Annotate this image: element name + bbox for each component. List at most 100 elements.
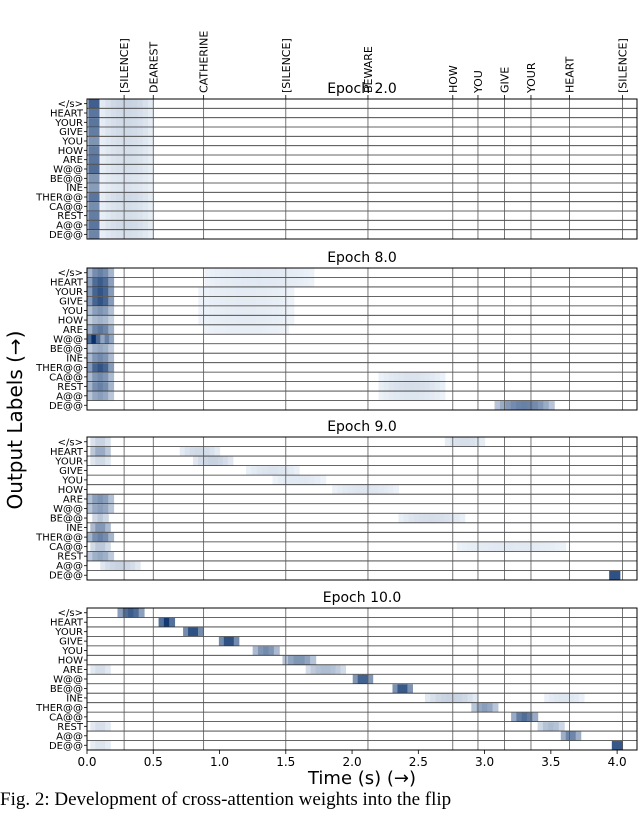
attention-cell-p3-r3-3-1	[223, 636, 230, 646]
panel-frame-0	[86, 98, 638, 240]
word-label-0: [SILENCE]	[118, 38, 131, 93]
attention-cell-p2-r13-18-1	[105, 561, 111, 571]
attention-cell-p0-r3-7-6	[132, 127, 138, 137]
attention-cell-p3-r3-3-3	[233, 636, 240, 646]
attention-cell-p1-r5-11-15	[272, 315, 279, 325]
attention-cell-p2-r11-16-14	[524, 542, 530, 552]
attention-cell-p1-r14-25-2	[505, 401, 512, 410]
attention-cell-p0-r0-1-6	[132, 99, 138, 109]
attention-cell-p1-r5-11-13	[261, 315, 268, 325]
attention-cell-p1-r0-1-6	[230, 268, 237, 278]
attention-cell-p3-r1-1-2	[169, 617, 176, 627]
attention-cell-p0-r9-19-6	[132, 183, 138, 193]
attention-cell-p0-r13-27-2	[110, 220, 117, 230]
attention-cell-p3-r9-11-5	[569, 693, 575, 703]
y-tick-label-p0-9: INE	[66, 183, 83, 194]
y-tick-label-p0-1: HEART	[50, 109, 84, 120]
attention-cell-p3-r10-12-1	[476, 703, 483, 713]
attention-cell-p2-r1-2-3	[105, 447, 111, 457]
attention-cell-p0-r9-18-1	[93, 183, 100, 193]
attention-cell-p1-r10-18-0	[87, 363, 93, 373]
attention-cell-p1-r1-3-17	[287, 277, 294, 287]
attention-cell-p1-r6-13-2	[203, 325, 210, 335]
attention-cell-p0-r9-19-7	[137, 183, 144, 193]
attention-cell-p1-r5-10-4	[108, 315, 115, 325]
attention-cell-p2-r10-14-2	[97, 532, 104, 542]
y-tick-label-p2-11: CA@@	[49, 542, 83, 553]
attention-cell-p2-r12-17-0	[87, 551, 93, 561]
attention-cell-p2-r2-4-3	[105, 456, 111, 466]
y-tick-label-p0-8: BE@@	[50, 174, 83, 185]
attention-cell-p2-r2-5-1	[197, 456, 204, 466]
attention-cell-p0-r11-23-6	[132, 202, 138, 211]
attention-cell-p1-r11-20-7	[414, 372, 420, 382]
attention-cell-p0-r2-5-3	[116, 118, 123, 127]
attention-cell-p3-r14-17-0	[611, 741, 618, 750]
attention-cell-p2-r11-16-3	[467, 542, 473, 552]
attention-cell-p0-r8-17-6	[132, 174, 138, 183]
attention-cell-p0-r9-19-3	[116, 183, 123, 193]
attention-cell-p1-r0-1-9	[246, 268, 253, 278]
attention-cell-p0-r10-20-0	[88, 192, 95, 202]
attention-cell-p1-r4-9-18	[288, 306, 295, 316]
attention-cell-p1-r13-24-10	[429, 391, 436, 401]
attention-cell-p1-r5-11-10	[246, 315, 252, 325]
attention-cell-p3-r7-8-0	[352, 674, 359, 684]
attention-cell-p3-r1-1-1	[163, 617, 170, 627]
attention-cell-p1-r3-7-1	[198, 296, 205, 306]
y-tick-label-p2-2: YOUR	[54, 456, 83, 467]
attention-cell-p3-r0-0-1	[122, 608, 129, 618]
word-label-6: YOU	[472, 70, 485, 94]
attention-cell-p1-r2-4-2	[97, 287, 104, 297]
word-label-9: HEART	[563, 56, 576, 93]
attention-cell-p2-r5-8-12	[393, 485, 400, 495]
word-label-10: [SILENCE]	[616, 38, 629, 93]
attention-cell-p3-r13-16-1	[565, 731, 572, 741]
attention-cell-p3-r11-13-0	[511, 712, 517, 722]
attention-cell-p0-r7-15-6	[132, 164, 138, 174]
attention-cell-p1-r4-9-15	[272, 306, 279, 316]
attention-cell-p0-r4-9-0	[100, 136, 107, 146]
attention-cell-p1-r5-11-1	[198, 315, 205, 325]
y-tick-label-p2-5: HOW	[58, 485, 83, 496]
attention-cell-p0-r11-23-2	[110, 202, 117, 211]
attention-cell-p1-r1-3-8	[241, 277, 247, 287]
attention-cell-p0-r5-11-8	[142, 146, 149, 155]
attention-cell-p0-r8-17-0	[100, 174, 107, 183]
attention-cell-p1-r2-5-16	[277, 287, 284, 297]
attention-cell-p2-r10-14-1	[92, 532, 99, 542]
attention-cell-p1-r0-1-2	[210, 268, 216, 278]
attention-cell-p0-r11-23-8	[142, 202, 149, 211]
attention-cell-p0-r6-13-7	[137, 155, 144, 165]
attention-cell-p1-r13-24-5	[404, 391, 410, 401]
attention-cell-p1-r5-11-5	[219, 315, 226, 325]
attention-cell-p3-r9-10-3	[440, 693, 447, 703]
attention-cell-p0-r4-9-3	[116, 136, 123, 146]
attention-cell-p3-r9-11-7	[579, 693, 585, 703]
attention-cell-p3-r0-0-2	[128, 608, 134, 618]
attention-cell-p0-r1-3-7	[137, 108, 144, 118]
attention-cell-p1-r2-4-3	[102, 287, 109, 297]
attention-cell-p1-r1-2-2	[97, 277, 104, 287]
attention-cell-p0-r0-1-2	[110, 99, 117, 109]
attention-cell-p1-r0-0-0	[87, 268, 93, 278]
attention-cell-p1-r3-6-1	[92, 296, 99, 306]
attention-cell-p1-r12-22-5	[404, 382, 410, 392]
y-tick-label-p3-3: GIVE	[59, 637, 83, 648]
y-tick-label-p2-12: REST	[57, 552, 84, 563]
attention-cell-p1-r2-5-5	[219, 287, 226, 297]
attention-cell-p3-r10-12-2	[481, 703, 488, 713]
attention-cell-p1-r1-3-15	[277, 277, 284, 287]
attention-cell-p2-r5-8-2	[342, 485, 349, 495]
attention-cell-p1-r11-20-11	[434, 372, 441, 382]
attention-cell-p2-r2-4-1	[95, 456, 101, 466]
attention-cell-p1-r4-9-16	[277, 306, 284, 316]
attention-cell-p0-r14-28-1	[93, 230, 100, 239]
attention-cell-p3-r9-10-0	[424, 693, 431, 703]
attention-cell-p1-r14-25-10	[548, 401, 555, 410]
attention-cell-p2-r8-12-4	[418, 513, 425, 523]
attention-cell-p1-r12-22-11	[434, 382, 441, 392]
attention-cell-p0-r4-9-8	[142, 136, 149, 146]
attention-cell-p3-r9-11-0	[544, 693, 550, 703]
attention-cell-p3-r9-10-7	[462, 693, 468, 703]
